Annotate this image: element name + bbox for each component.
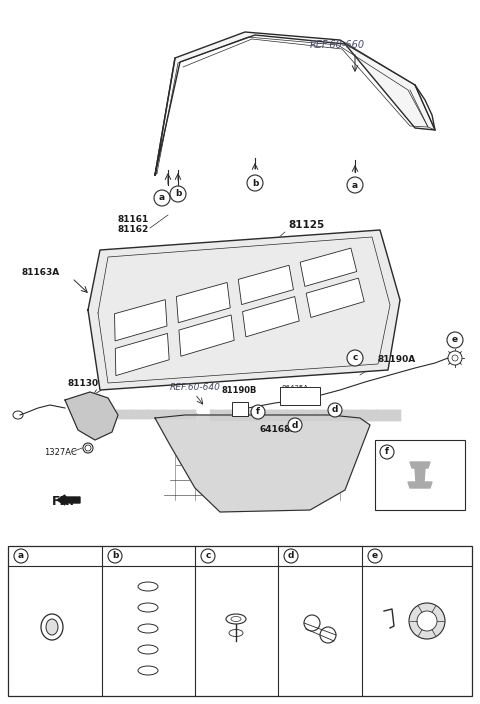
- Circle shape: [347, 177, 363, 193]
- Circle shape: [154, 190, 170, 206]
- Polygon shape: [88, 230, 400, 390]
- Text: f: f: [256, 408, 260, 417]
- Text: 64168A: 64168A: [260, 425, 299, 434]
- Circle shape: [380, 445, 394, 459]
- Polygon shape: [155, 32, 435, 175]
- Polygon shape: [306, 278, 364, 318]
- Text: f: f: [385, 448, 389, 456]
- Polygon shape: [179, 315, 234, 356]
- Polygon shape: [155, 415, 370, 512]
- Text: 81126: 81126: [220, 553, 251, 562]
- Text: a: a: [352, 180, 358, 189]
- Circle shape: [251, 405, 265, 419]
- Text: 86435A: 86435A: [282, 385, 309, 391]
- Text: 81190A: 81190A: [378, 355, 416, 364]
- Text: c: c: [205, 551, 211, 560]
- Text: 81180: 81180: [367, 599, 391, 608]
- Circle shape: [284, 549, 298, 563]
- Text: d: d: [332, 406, 338, 415]
- Circle shape: [201, 549, 215, 563]
- Text: 81180E: 81180E: [412, 589, 441, 598]
- Circle shape: [14, 549, 28, 563]
- Ellipse shape: [46, 619, 58, 635]
- Text: FR.: FR.: [52, 495, 75, 508]
- Text: a: a: [159, 194, 165, 203]
- Text: 86435A: 86435A: [282, 389, 314, 398]
- Polygon shape: [210, 410, 400, 420]
- Polygon shape: [410, 462, 430, 468]
- Polygon shape: [176, 282, 230, 322]
- Circle shape: [447, 332, 463, 348]
- Text: 81190B: 81190B: [222, 386, 257, 395]
- FancyArrow shape: [57, 495, 80, 505]
- Text: 81738A: 81738A: [127, 553, 166, 562]
- Text: 81125: 81125: [288, 220, 324, 230]
- Text: 1327AC: 1327AC: [44, 448, 77, 457]
- Text: 81130: 81130: [68, 379, 99, 388]
- Circle shape: [170, 186, 186, 202]
- Text: d: d: [288, 551, 294, 560]
- Polygon shape: [115, 300, 167, 341]
- Circle shape: [448, 351, 462, 365]
- Bar: [375, 440, 465, 510]
- Text: 81162: 81162: [118, 225, 149, 234]
- Text: 81199: 81199: [303, 553, 335, 562]
- Circle shape: [247, 175, 263, 191]
- Polygon shape: [300, 248, 357, 287]
- Text: 1125KB: 1125KB: [377, 646, 406, 655]
- Circle shape: [409, 603, 445, 639]
- Polygon shape: [408, 482, 432, 488]
- Polygon shape: [115, 334, 169, 376]
- Text: e: e: [372, 551, 378, 560]
- Circle shape: [328, 403, 342, 417]
- Polygon shape: [242, 296, 299, 337]
- Circle shape: [417, 611, 437, 631]
- Polygon shape: [65, 392, 118, 440]
- Text: a: a: [18, 551, 24, 560]
- Text: e: e: [452, 336, 458, 344]
- Polygon shape: [415, 468, 425, 482]
- Text: REF.60-640: REF.60-640: [170, 383, 221, 392]
- Text: c: c: [352, 353, 358, 363]
- Polygon shape: [85, 410, 195, 418]
- Text: b: b: [252, 179, 258, 187]
- Text: d: d: [292, 420, 298, 429]
- Text: 81163A: 81163A: [22, 268, 60, 277]
- Circle shape: [83, 443, 93, 453]
- Circle shape: [108, 549, 122, 563]
- Bar: [232, 402, 248, 416]
- Text: 82132: 82132: [399, 440, 433, 450]
- Text: b: b: [175, 189, 181, 199]
- Bar: [280, 387, 320, 405]
- Circle shape: [288, 418, 302, 432]
- Ellipse shape: [226, 614, 246, 624]
- Text: b: b: [112, 551, 118, 560]
- Bar: [8, 546, 472, 696]
- Text: REF.60-660: REF.60-660: [310, 40, 365, 50]
- Polygon shape: [238, 265, 293, 305]
- Ellipse shape: [41, 614, 63, 640]
- Circle shape: [347, 350, 363, 366]
- Text: 81161: 81161: [118, 215, 149, 224]
- Circle shape: [368, 549, 382, 563]
- Text: 82191: 82191: [33, 553, 64, 562]
